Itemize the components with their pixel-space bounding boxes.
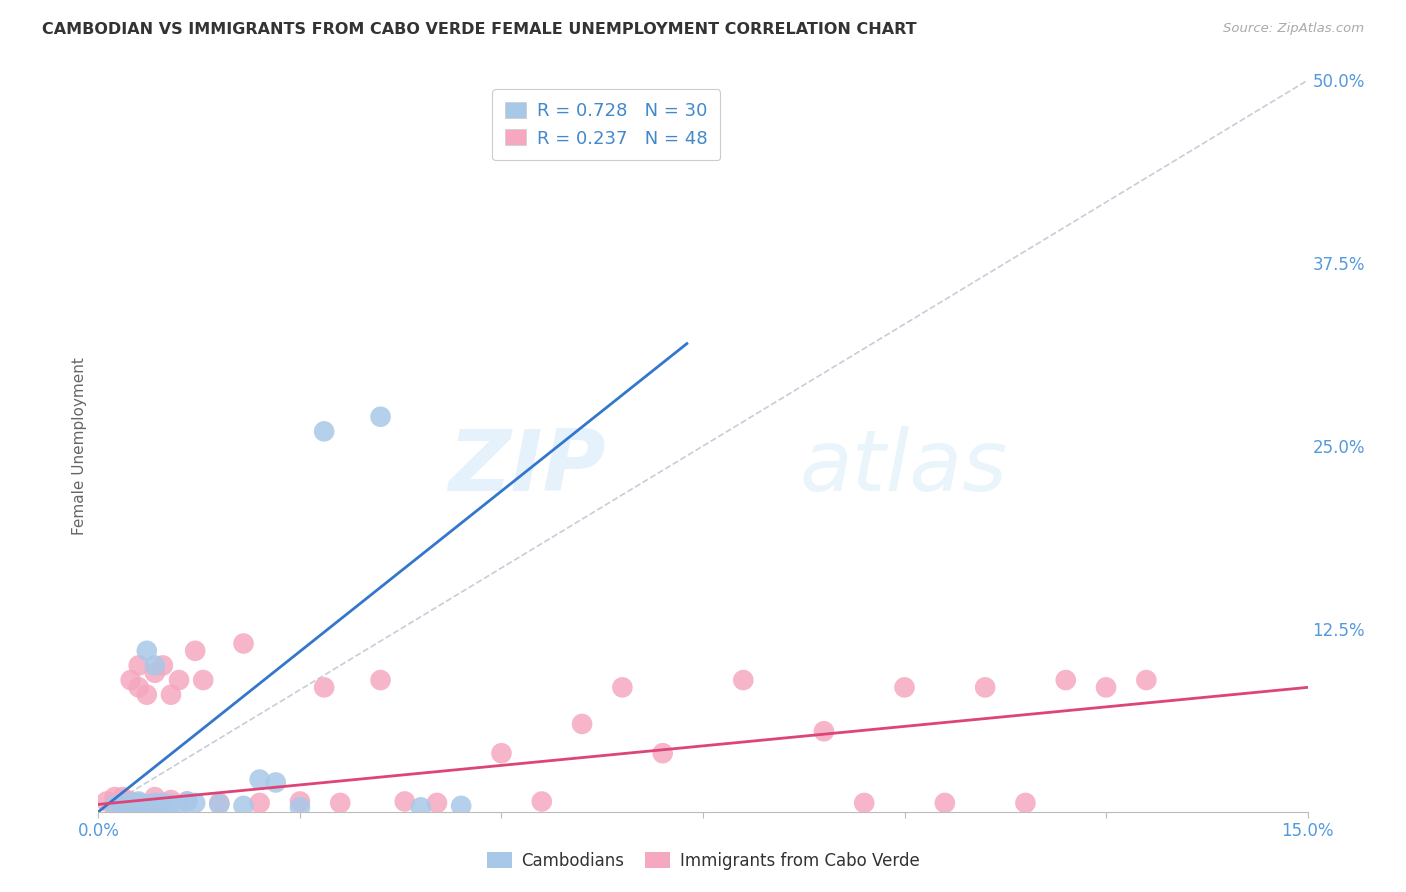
- Point: [143, 800, 166, 814]
- Point: [370, 673, 392, 687]
- Point: [893, 681, 915, 695]
- Point: [120, 796, 142, 810]
- Point: [152, 658, 174, 673]
- Point: [571, 717, 593, 731]
- Point: [491, 746, 513, 760]
- Point: [813, 724, 835, 739]
- Point: [152, 797, 174, 812]
- Point: [135, 797, 157, 812]
- Point: [120, 798, 142, 813]
- Point: [135, 688, 157, 702]
- Point: [143, 658, 166, 673]
- Point: [120, 795, 142, 809]
- Point: [853, 796, 876, 810]
- Point: [120, 673, 142, 687]
- Point: [160, 793, 183, 807]
- Point: [143, 796, 166, 810]
- Point: [1095, 681, 1118, 695]
- Point: [314, 425, 336, 439]
- Point: [184, 644, 207, 658]
- Point: [934, 796, 956, 810]
- Point: [176, 795, 198, 809]
- Point: [128, 796, 150, 810]
- Point: [135, 797, 157, 812]
- Point: [733, 673, 755, 687]
- Point: [1054, 673, 1077, 687]
- Point: [111, 790, 134, 805]
- Point: [103, 790, 125, 805]
- Point: [1135, 673, 1157, 687]
- Point: [152, 798, 174, 813]
- Point: [394, 795, 416, 809]
- Point: [96, 795, 118, 809]
- Point: [1014, 796, 1036, 810]
- Point: [176, 795, 198, 809]
- Point: [135, 644, 157, 658]
- Text: Source: ZipAtlas.com: Source: ZipAtlas.com: [1223, 22, 1364, 36]
- Point: [111, 800, 134, 814]
- Text: ZIP: ZIP: [449, 426, 606, 509]
- Point: [111, 793, 134, 807]
- Y-axis label: Female Unemployment: Female Unemployment: [72, 357, 87, 535]
- Point: [128, 681, 150, 695]
- Point: [193, 673, 215, 687]
- Point: [314, 681, 336, 695]
- Legend: R = 0.728   N = 30, R = 0.237   N = 48: R = 0.728 N = 30, R = 0.237 N = 48: [492, 89, 720, 161]
- Text: CAMBODIAN VS IMMIGRANTS FROM CABO VERDE FEMALE UNEMPLOYMENT CORRELATION CHART: CAMBODIAN VS IMMIGRANTS FROM CABO VERDE …: [42, 22, 917, 37]
- Point: [128, 797, 150, 812]
- Point: [152, 796, 174, 810]
- Text: atlas: atlas: [800, 426, 1008, 509]
- Point: [143, 790, 166, 805]
- Point: [111, 796, 134, 810]
- Point: [329, 796, 352, 810]
- Point: [208, 797, 231, 812]
- Point: [426, 796, 449, 810]
- Point: [167, 673, 190, 687]
- Point: [160, 688, 183, 702]
- Point: [232, 798, 254, 813]
- Point: [103, 798, 125, 813]
- Point: [111, 797, 134, 812]
- Point: [974, 681, 997, 695]
- Point: [612, 681, 634, 695]
- Point: [249, 772, 271, 787]
- Point: [143, 665, 166, 680]
- Point: [530, 795, 553, 809]
- Legend: Cambodians, Immigrants from Cabo Verde: Cambodians, Immigrants from Cabo Verde: [479, 845, 927, 877]
- Point: [409, 800, 432, 814]
- Point: [232, 636, 254, 650]
- Point: [370, 409, 392, 424]
- Point: [128, 658, 150, 673]
- Point: [135, 800, 157, 814]
- Point: [249, 796, 271, 810]
- Point: [288, 800, 311, 814]
- Point: [143, 796, 166, 810]
- Point: [120, 800, 142, 814]
- Point: [184, 796, 207, 810]
- Point: [288, 795, 311, 809]
- Point: [208, 796, 231, 810]
- Point: [264, 775, 287, 789]
- Point: [128, 798, 150, 813]
- Point: [103, 797, 125, 812]
- Point: [160, 797, 183, 812]
- Point: [450, 798, 472, 813]
- Point: [651, 746, 673, 760]
- Point: [128, 795, 150, 809]
- Point: [167, 798, 190, 813]
